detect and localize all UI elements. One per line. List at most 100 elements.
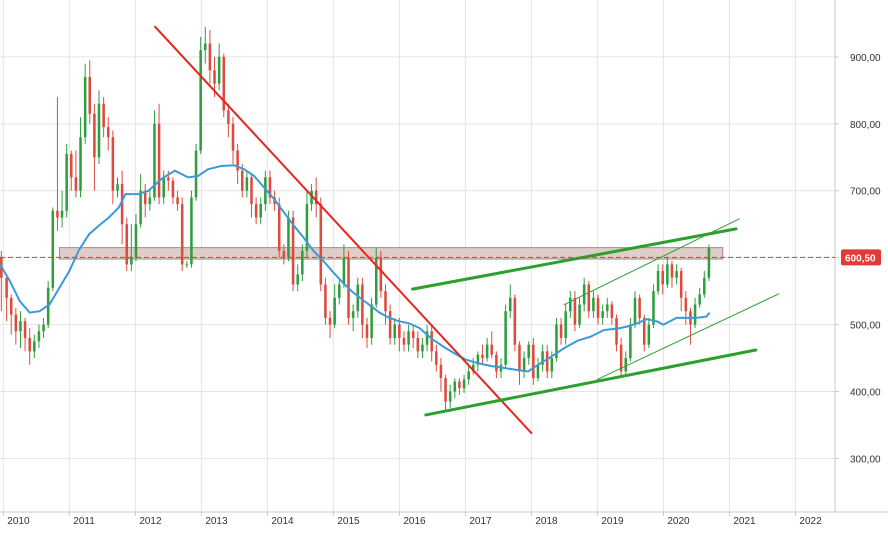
x-tick-label: 2018	[535, 516, 558, 527]
candle-body	[365, 324, 369, 338]
candle	[74, 150, 78, 198]
candle	[14, 307, 18, 345]
candle-body	[277, 204, 281, 251]
candle	[633, 291, 637, 328]
candle-body	[245, 177, 249, 191]
candle-body	[707, 247, 711, 278]
candle	[578, 297, 581, 328]
candle	[569, 291, 572, 318]
y-tick-label: 400,00	[850, 388, 881, 399]
candle-body	[56, 210, 59, 218]
candle	[33, 334, 36, 359]
candle-body	[310, 190, 313, 205]
candle	[402, 331, 406, 352]
candle-body	[254, 204, 258, 218]
x-tick-label: 2015	[337, 516, 360, 527]
trend-line-lower-channel	[424, 348, 758, 417]
candle-body	[213, 70, 216, 84]
candle	[656, 264, 660, 295]
candle	[476, 351, 480, 372]
x-tick-label: 2020	[667, 516, 690, 527]
candle	[647, 317, 651, 349]
candle-body	[259, 204, 263, 218]
candle-body	[102, 103, 105, 128]
candle-body	[522, 358, 526, 372]
candle-body	[703, 277, 706, 295]
candle-body	[60, 210, 64, 218]
candle	[264, 170, 267, 211]
x-tick-label: 2014	[271, 516, 294, 527]
candle-body	[83, 76, 87, 138]
candle-body	[130, 257, 133, 265]
candle	[527, 341, 530, 365]
candle-body	[666, 264, 669, 285]
candle	[333, 284, 336, 328]
candle	[106, 117, 110, 151]
candle-body	[134, 224, 138, 258]
candle	[624, 351, 628, 375]
candle	[176, 190, 179, 211]
candle	[638, 294, 641, 325]
candle	[328, 311, 332, 338]
candle	[592, 291, 595, 318]
candle	[610, 301, 614, 325]
candle	[231, 117, 235, 164]
candle	[171, 177, 175, 205]
candle	[9, 294, 13, 335]
candle	[245, 170, 249, 198]
candle-body	[139, 190, 142, 225]
candle-body	[70, 153, 73, 178]
candle-body	[148, 197, 152, 205]
candle	[536, 358, 540, 382]
candle	[541, 344, 544, 372]
candle	[236, 143, 239, 185]
x-tick-label: 2011	[73, 516, 95, 527]
candle	[670, 261, 674, 288]
y-tick-label: 900,00	[850, 53, 881, 64]
candle	[56, 97, 59, 231]
candle-body	[176, 197, 179, 205]
candle-body	[356, 284, 360, 312]
candle-body	[564, 311, 567, 338]
candle-body	[462, 379, 466, 389]
candle-body	[573, 297, 577, 325]
candle	[508, 284, 512, 318]
candle	[19, 311, 22, 349]
candle-body	[555, 324, 558, 359]
candle	[204, 26, 207, 64]
candle-body	[79, 137, 82, 191]
candle-body	[370, 304, 373, 338]
candle-body	[319, 204, 323, 285]
candle-body	[661, 271, 664, 285]
candle-body	[393, 324, 396, 338]
candle	[467, 364, 470, 385]
candle-body	[453, 381, 457, 392]
trend-line-inner-upper	[563, 218, 740, 306]
candle-body	[629, 324, 632, 359]
candle	[227, 103, 230, 138]
candle-body	[305, 204, 309, 251]
candle	[301, 244, 304, 282]
candle-body	[51, 210, 55, 288]
y-tick-label: 500,00	[850, 321, 881, 332]
candle	[282, 244, 286, 265]
candle-body	[596, 297, 600, 318]
candle-body	[314, 190, 318, 205]
candle-body	[647, 324, 651, 345]
candle-body	[236, 150, 239, 171]
candles	[0, 26, 711, 412]
candle	[490, 331, 494, 359]
trend-line-downtrend	[154, 25, 533, 435]
candle-body	[624, 358, 628, 372]
x-tick-label: 2013	[205, 516, 228, 527]
candle-body	[374, 257, 378, 305]
candle	[388, 304, 392, 345]
candle-body	[282, 250, 286, 258]
candle	[60, 190, 64, 228]
candle	[79, 117, 82, 198]
candle	[421, 337, 424, 359]
candle	[296, 264, 299, 292]
candle	[448, 384, 452, 409]
candle	[458, 378, 461, 395]
candle	[42, 317, 45, 338]
